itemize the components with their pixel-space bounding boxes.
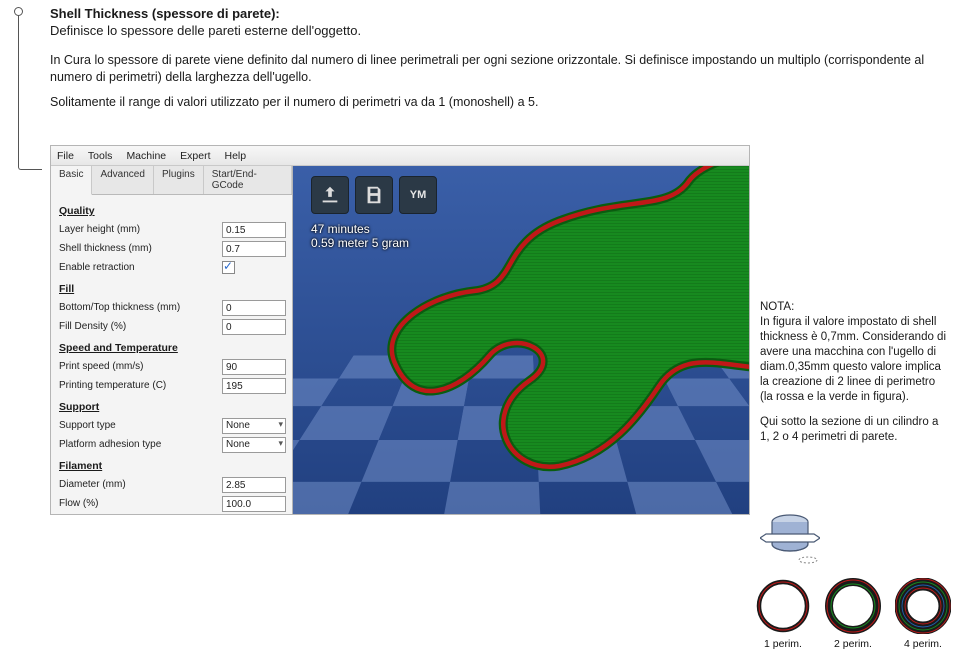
label-bt-thickness: Bottom/Top thickness (mm) (59, 302, 222, 313)
label-print-speed: Print speed (mm/s) (59, 361, 222, 372)
select-adhesion-type[interactable]: None (222, 437, 286, 453)
label-shell-thickness: Shell thickness (mm) (59, 243, 222, 254)
menu-file[interactable]: File (57, 150, 74, 162)
input-print-temp[interactable]: 195 (222, 378, 286, 394)
cura-screenshot: File Tools Machine Expert Help Basic Adv… (50, 145, 750, 515)
section-filament: Filament (59, 460, 286, 472)
note-head: NOTA: (760, 301, 794, 313)
tabs: Basic Advanced Plugins Start/End-GCode (51, 166, 292, 195)
tool-load-icon[interactable] (311, 176, 349, 214)
callout-connector (18, 10, 42, 170)
input-print-speed[interactable]: 90 (222, 359, 286, 375)
side-note: NOTA: In figura il valore impostato di s… (760, 300, 950, 454)
input-flow[interactable]: 100.0 (222, 496, 286, 512)
ring-4-perim: 4 perim. (895, 578, 951, 650)
viewport-toolbox: YM (311, 176, 437, 214)
ring-cap-3: 4 perim. (895, 638, 951, 650)
menu-tools[interactable]: Tools (88, 150, 113, 162)
checkbox-enable-retraction[interactable] (222, 261, 235, 274)
tab-basic[interactable]: Basic (51, 166, 92, 195)
label-adhesion-type: Platform adhesion type (59, 439, 222, 450)
print-estimate: 47 minutes 0.59 meter 5 gram (311, 222, 409, 250)
model-preview (359, 166, 749, 514)
desc-paragraph-1: In Cura lo spessore di parete viene defi… (50, 52, 950, 86)
estimate-time: 47 minutes (311, 222, 409, 236)
ring-2-perim: 2 perim. (825, 578, 881, 650)
section-support: Support (59, 401, 286, 413)
ring-cap-1: 1 perim. (755, 638, 811, 650)
label-diameter: Diameter (mm) (59, 479, 222, 490)
tab-plugins[interactable]: Plugins (154, 166, 204, 194)
input-fill-density[interactable]: 0 (222, 319, 286, 335)
description-block: In Cura lo spessore di parete viene defi… (0, 42, 960, 123)
label-enable-retraction: Enable retraction (59, 262, 222, 273)
input-shell-thickness[interactable]: 0.7 (222, 241, 286, 257)
perimeter-rings: 1 perim. 2 perim. 4 perim. (755, 578, 951, 650)
viewport[interactable]: YM 47 minutes 0.59 meter 5 gram (293, 166, 749, 514)
callout-dot (14, 7, 23, 16)
cylinder-figure (760, 510, 950, 570)
label-flow: Flow (%) (59, 498, 222, 509)
desc-paragraph-2: Solitamente il range di valori utilizzat… (50, 94, 950, 111)
tool-save-icon[interactable] (355, 176, 393, 214)
page-subtitle: Definisce lo spessore delle pareti ester… (50, 23, 950, 38)
tool-ym-icon[interactable]: YM (399, 176, 437, 214)
tab-gcode[interactable]: Start/End-GCode (204, 166, 292, 194)
label-layer-height: Layer height (mm) (59, 224, 222, 235)
select-support-type[interactable]: None (222, 418, 286, 434)
ring-cap-2: 2 perim. (825, 638, 881, 650)
input-diameter[interactable]: 2.85 (222, 477, 286, 493)
estimate-material: 0.59 meter 5 gram (311, 236, 409, 250)
section-quality: Quality (59, 205, 286, 217)
page-title: Shell Thickness (spessore di parete): (50, 6, 950, 21)
label-support-type: Support type (59, 420, 222, 431)
menubar: File Tools Machine Expert Help (51, 146, 749, 166)
input-layer-height[interactable]: 0.15 (222, 222, 286, 238)
menu-expert[interactable]: Expert (180, 150, 210, 162)
section-fill: Fill (59, 283, 286, 295)
title-block: Shell Thickness (spessore di parete): De… (0, 0, 960, 42)
menu-help[interactable]: Help (225, 150, 247, 162)
input-bt-thickness[interactable]: 0 (222, 300, 286, 316)
label-fill-density: Fill Density (%) (59, 321, 222, 332)
label-print-temp: Printing temperature (C) (59, 380, 222, 391)
note-p2: Qui sotto la sezione di un cilindro a 1,… (760, 415, 950, 445)
settings-panel: Basic Advanced Plugins Start/End-GCode Q… (51, 166, 293, 514)
section-speed: Speed and Temperature (59, 342, 286, 354)
tab-advanced[interactable]: Advanced (92, 166, 153, 194)
note-p1: In figura il valore impostato di shell t… (760, 316, 946, 403)
menu-machine[interactable]: Machine (126, 150, 166, 162)
ring-1-perim: 1 perim. (755, 578, 811, 650)
